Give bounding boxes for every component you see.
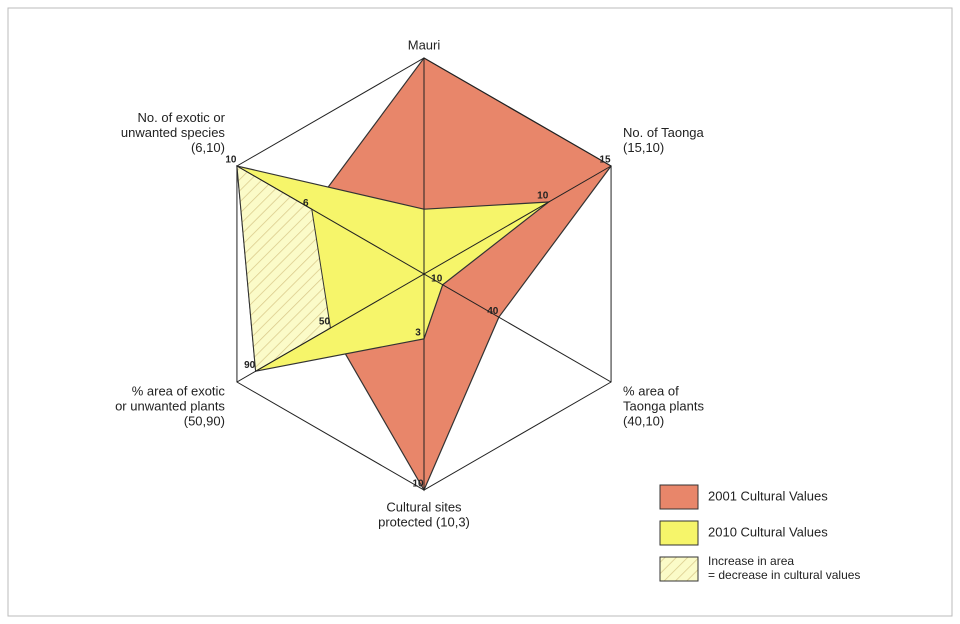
legend-swatch <box>659 520 699 546</box>
axis-label: No. of exotic or <box>138 110 226 125</box>
axis-label: protected (10,3) <box>378 514 470 529</box>
value-label: 10 <box>225 155 237 166</box>
legend-label: Increase in area <box>708 554 794 568</box>
axis-label: % area of <box>623 383 679 398</box>
value-label: 10 <box>412 479 424 490</box>
value-label: 90 <box>244 360 256 371</box>
value-label: 3 <box>415 327 421 338</box>
value-label: 10 <box>431 273 443 284</box>
frame <box>7 7 953 617</box>
axis-label: Mauri <box>408 37 441 52</box>
legend-label: = decrease in cultural values <box>708 568 860 582</box>
axis-label: unwanted species <box>121 125 226 140</box>
value-label: 50 <box>319 317 331 328</box>
value-label: 15 <box>599 155 611 166</box>
axis-label: Cultural sites <box>386 499 462 514</box>
axis-label: No. of Taonga <box>623 125 704 140</box>
legend-label: 2010 Cultural Values <box>708 524 828 539</box>
axis-label: or unwanted plants <box>115 398 225 413</box>
value-label: 40 <box>487 306 499 317</box>
axis-label: (40,10) <box>623 413 664 428</box>
legend-swatch <box>659 556 699 582</box>
axis-label: Taonga plants <box>623 398 704 413</box>
legend-swatch <box>659 484 699 510</box>
legend-label: 2001 Cultural Values <box>708 488 828 503</box>
value-label: 10 <box>537 191 549 202</box>
axis-line <box>236 165 612 383</box>
axis-label: (50,90) <box>184 413 225 428</box>
axis-label: % area of exotic <box>132 383 226 398</box>
axis-label: (15,10) <box>623 140 664 155</box>
value-label: 6 <box>303 198 309 209</box>
axis-label: (6,10) <box>191 140 225 155</box>
